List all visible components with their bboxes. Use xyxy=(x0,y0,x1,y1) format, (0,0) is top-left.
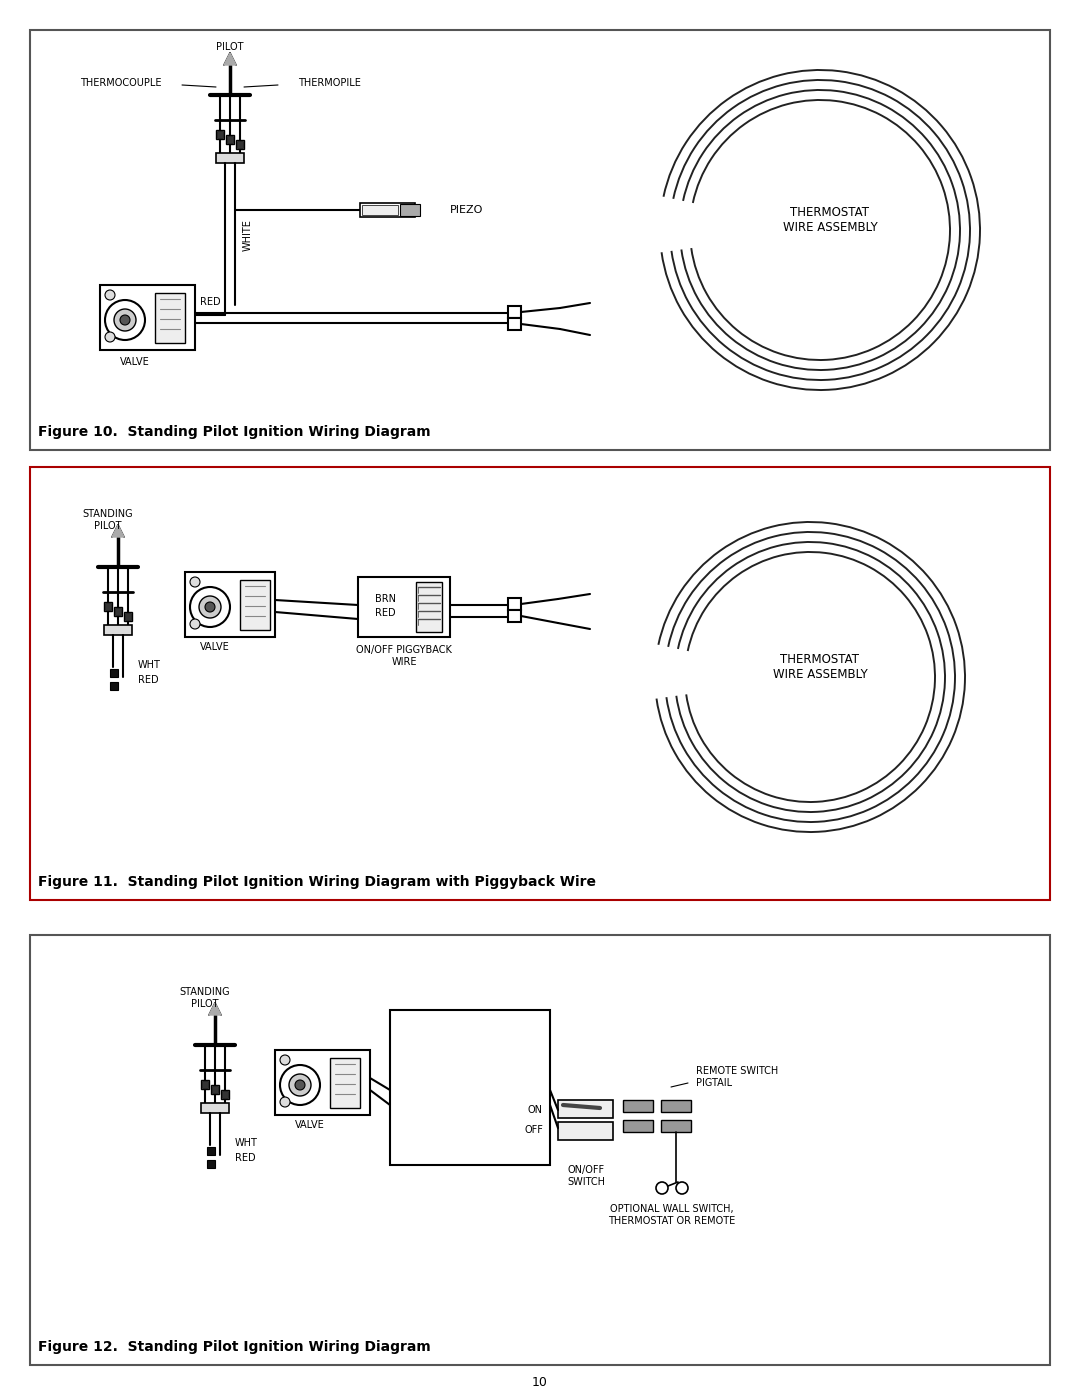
Text: BRN: BRN xyxy=(375,594,396,604)
Bar xyxy=(104,624,132,636)
Bar xyxy=(558,1099,613,1118)
Bar xyxy=(416,583,442,631)
Bar xyxy=(114,608,121,615)
Text: VALVE: VALVE xyxy=(295,1120,325,1130)
Bar xyxy=(357,577,450,637)
Bar xyxy=(508,306,521,319)
Bar xyxy=(240,580,270,630)
Circle shape xyxy=(280,1065,320,1105)
Text: THERMOSTAT
WIRE ASSEMBLY: THERMOSTAT WIRE ASSEMBLY xyxy=(772,652,867,680)
Bar xyxy=(30,29,1050,450)
Circle shape xyxy=(289,1074,311,1097)
Bar xyxy=(212,1085,218,1092)
Circle shape xyxy=(280,1097,291,1106)
Bar xyxy=(222,1091,228,1098)
Polygon shape xyxy=(112,525,124,536)
Bar xyxy=(110,669,118,678)
Bar xyxy=(211,1085,219,1094)
Bar xyxy=(202,1081,208,1088)
Circle shape xyxy=(105,332,114,342)
Bar xyxy=(227,136,233,142)
Bar xyxy=(201,1080,210,1090)
Circle shape xyxy=(105,300,145,339)
Bar xyxy=(185,571,275,637)
Circle shape xyxy=(120,314,130,326)
Bar xyxy=(114,608,122,616)
Bar xyxy=(207,1160,215,1168)
Bar xyxy=(110,682,118,690)
Circle shape xyxy=(190,619,200,629)
Bar xyxy=(623,1120,653,1132)
Bar xyxy=(508,610,521,622)
Circle shape xyxy=(190,577,200,587)
Bar xyxy=(558,1122,613,1140)
Text: REMOTE SWITCH
PIGTAIL: REMOTE SWITCH PIGTAIL xyxy=(696,1066,779,1088)
Bar xyxy=(237,140,244,149)
Text: ON/OFF PIGGYBACK
WIRE: ON/OFF PIGGYBACK WIRE xyxy=(356,645,451,666)
Text: VALVE: VALVE xyxy=(120,358,150,367)
Text: STANDING
PILOT: STANDING PILOT xyxy=(179,988,230,1009)
Bar xyxy=(105,604,111,610)
Text: STANDING
PILOT: STANDING PILOT xyxy=(83,509,133,531)
Text: VALVE: VALVE xyxy=(200,643,230,652)
Bar xyxy=(226,136,234,144)
Circle shape xyxy=(199,597,221,617)
Text: WHT: WHT xyxy=(235,1139,258,1148)
Text: OFF: OFF xyxy=(524,1125,543,1134)
Bar xyxy=(104,602,112,610)
Text: RED: RED xyxy=(376,608,396,617)
Bar xyxy=(217,131,222,138)
Bar xyxy=(661,1099,691,1112)
Bar xyxy=(661,1120,691,1132)
Bar xyxy=(30,935,1050,1365)
Bar xyxy=(216,130,224,138)
Bar xyxy=(390,1010,550,1165)
Text: THERMOCOUPLE: THERMOCOUPLE xyxy=(81,78,162,88)
Polygon shape xyxy=(224,53,237,66)
Circle shape xyxy=(190,587,230,627)
Bar xyxy=(221,1090,229,1099)
Text: RED: RED xyxy=(200,298,220,307)
Text: ON/OFF
SWITCH: ON/OFF SWITCH xyxy=(567,1165,605,1186)
Text: OPTIONAL WALL SWITCH,
THERMOSTAT OR REMOTE: OPTIONAL WALL SWITCH, THERMOSTAT OR REMO… xyxy=(608,1204,735,1225)
Bar xyxy=(275,1051,370,1115)
Bar xyxy=(237,141,243,148)
Bar xyxy=(124,612,132,622)
Text: THERMOSTAT
WIRE ASSEMBLY: THERMOSTAT WIRE ASSEMBLY xyxy=(783,205,877,235)
Text: RED: RED xyxy=(138,675,159,685)
Bar xyxy=(216,154,244,163)
Bar xyxy=(360,203,415,217)
Bar xyxy=(125,613,131,620)
Circle shape xyxy=(280,1055,291,1065)
Bar xyxy=(508,598,521,610)
Circle shape xyxy=(205,602,215,612)
Bar xyxy=(508,319,521,330)
Bar xyxy=(100,285,195,351)
Text: WHITE: WHITE xyxy=(243,219,253,251)
Bar xyxy=(400,204,420,217)
Bar xyxy=(330,1058,360,1108)
Text: 10: 10 xyxy=(532,1376,548,1389)
Text: Figure 12.  Standing Pilot Ignition Wiring Diagram: Figure 12. Standing Pilot Ignition Wirin… xyxy=(38,1340,431,1354)
Text: Figure 10.  Standing Pilot Ignition Wiring Diagram: Figure 10. Standing Pilot Ignition Wirin… xyxy=(38,425,431,439)
Bar xyxy=(362,205,399,215)
Bar xyxy=(30,467,1050,900)
Bar xyxy=(207,1147,215,1155)
Text: PIEZO: PIEZO xyxy=(450,205,484,215)
Text: THERMOPILE: THERMOPILE xyxy=(298,78,361,88)
Text: WHT: WHT xyxy=(138,659,161,671)
Text: ON: ON xyxy=(528,1105,543,1115)
Bar xyxy=(156,293,185,344)
Text: PILOT: PILOT xyxy=(216,42,244,52)
Bar xyxy=(623,1099,653,1112)
Polygon shape xyxy=(210,1003,221,1016)
Circle shape xyxy=(295,1080,305,1090)
Circle shape xyxy=(114,309,136,331)
Bar xyxy=(201,1104,229,1113)
Text: RED: RED xyxy=(235,1153,256,1162)
Circle shape xyxy=(105,291,114,300)
Text: Figure 11.  Standing Pilot Ignition Wiring Diagram with Piggyback Wire: Figure 11. Standing Pilot Ignition Wirin… xyxy=(38,875,596,888)
